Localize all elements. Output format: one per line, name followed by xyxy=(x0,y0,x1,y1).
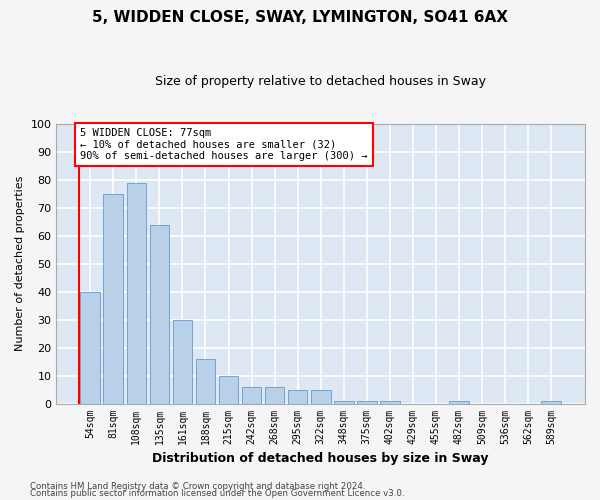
Bar xyxy=(334,401,353,404)
Bar xyxy=(196,359,215,404)
Bar xyxy=(311,390,331,404)
Bar xyxy=(541,401,561,404)
Bar xyxy=(380,401,400,404)
Bar xyxy=(103,194,123,404)
Bar xyxy=(149,224,169,404)
X-axis label: Distribution of detached houses by size in Sway: Distribution of detached houses by size … xyxy=(152,452,489,465)
Bar xyxy=(127,182,146,404)
Bar xyxy=(219,376,238,404)
Text: Contains public sector information licensed under the Open Government Licence v3: Contains public sector information licen… xyxy=(30,489,404,498)
Text: 5, WIDDEN CLOSE, SWAY, LYMINGTON, SO41 6AX: 5, WIDDEN CLOSE, SWAY, LYMINGTON, SO41 6… xyxy=(92,10,508,25)
Bar xyxy=(173,320,192,404)
Bar xyxy=(80,292,100,404)
Bar xyxy=(242,387,262,404)
Title: Size of property relative to detached houses in Sway: Size of property relative to detached ho… xyxy=(155,75,486,88)
Text: 5 WIDDEN CLOSE: 77sqm
← 10% of detached houses are smaller (32)
90% of semi-deta: 5 WIDDEN CLOSE: 77sqm ← 10% of detached … xyxy=(80,128,367,162)
Bar xyxy=(265,387,284,404)
Bar xyxy=(288,390,307,404)
Bar xyxy=(449,401,469,404)
Text: Contains HM Land Registry data © Crown copyright and database right 2024.: Contains HM Land Registry data © Crown c… xyxy=(30,482,365,491)
Y-axis label: Number of detached properties: Number of detached properties xyxy=(15,176,25,352)
Bar xyxy=(357,401,377,404)
